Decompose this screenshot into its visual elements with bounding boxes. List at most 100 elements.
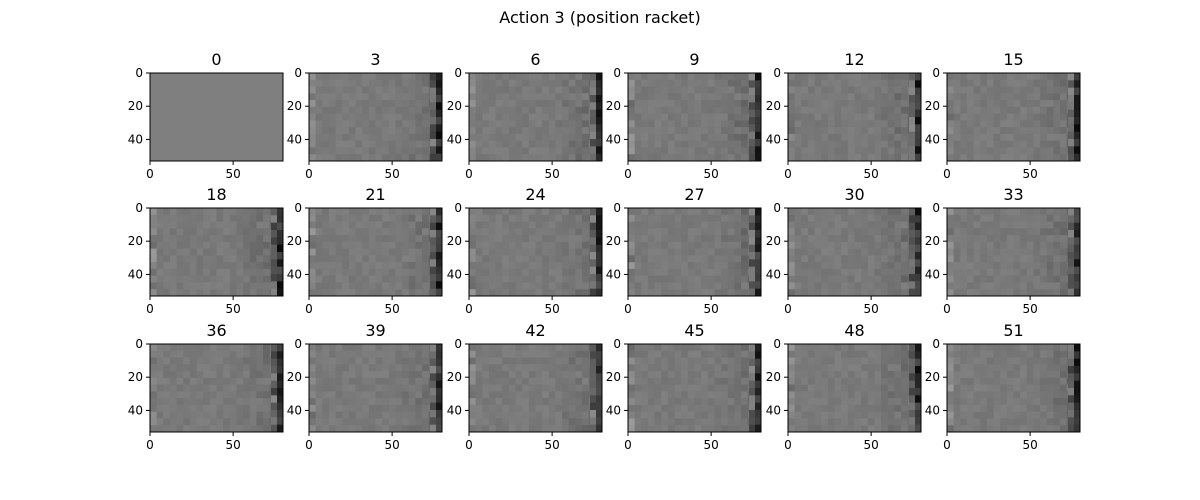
heat-cell [183,377,191,386]
y-tick-label: 0 [294,201,302,215]
heat-cell [887,86,895,94]
heat-cell [150,425,158,433]
heat-cell [263,404,271,413]
heat-cell [707,235,715,243]
y-tick-label: 20 [447,234,462,248]
heat-cell [1000,106,1008,115]
heat-cell [1000,411,1008,419]
heat-cell [249,228,257,236]
heat-cell [667,371,675,379]
x-tick-label: 0 [465,302,473,316]
heat-cell [156,425,164,433]
heat-cell [801,357,809,365]
heat-cell [628,418,636,426]
heat-cell [236,398,244,406]
heat-cell [755,351,761,360]
y-tick-label: 40 [287,267,302,281]
heat-cell [508,418,516,426]
heat-cell [741,228,749,236]
heat-cell [915,87,921,96]
heat-cell [362,418,370,426]
heat-cell [986,262,994,270]
heat-cell [430,244,436,253]
heat-cell [1068,95,1074,103]
heat-cell [189,214,197,222]
heat-cell [960,364,968,372]
heat-cell [223,241,231,250]
heat-cell [236,208,244,216]
heat-cell [402,241,410,250]
heat-cell [801,404,809,413]
heat-cell [256,344,264,352]
heat-cell [495,384,503,392]
heat-cell [915,395,921,404]
heat-cell [355,411,363,419]
heat-cell [993,241,1001,250]
heat-cell [596,117,602,125]
heat-cell [488,268,496,277]
heat-cell [881,371,889,379]
heat-cell [535,120,543,128]
heat-cell [169,289,177,297]
heat-cell [1033,371,1041,379]
heat-cell [1040,79,1048,87]
heat-cell [163,241,171,250]
heat-cell [535,404,543,413]
heat-cell [555,106,563,115]
heat-cell [176,411,184,419]
heat-cell [1053,384,1061,392]
heat-cell [881,418,889,426]
heat-cell [368,344,376,352]
x-tick-label: 0 [146,167,154,181]
heat-cell [555,391,563,399]
heat-cell [734,418,742,426]
heat-cell [894,398,902,406]
heat-cell [555,113,563,121]
heat-cell [408,248,416,256]
heat-cell [947,398,955,406]
heat-cell [542,120,550,128]
heat-cell [841,404,849,413]
heat-cell [348,93,356,101]
heat-cell [502,106,510,115]
heat-cell [641,86,649,94]
heat-cell [1020,133,1028,142]
heat-cell [681,418,689,426]
heat-cell [342,154,350,162]
heat-cell [495,73,503,81]
heat-cell [348,228,356,236]
heat-cell [548,241,556,250]
heat-cell [874,364,882,372]
heat-cell [980,371,988,379]
heat-cell [909,417,915,426]
heat-cell [887,241,895,250]
heat-cell [528,350,536,358]
heat-cell [966,344,974,352]
heat-cell [382,106,390,115]
heat-cell [647,140,655,148]
heat-cell [375,357,383,365]
heat-cell [641,377,649,386]
heat-cell [901,100,909,108]
heat-cell [368,350,376,358]
heat-cell [714,275,722,283]
heat-cell [482,154,490,162]
heat-cell [575,248,583,256]
heat-cell [388,275,396,283]
heat-cell [548,79,556,87]
heat-cell [1020,113,1028,121]
heat-cell [1046,120,1054,128]
heat-cell [555,100,563,108]
heat-cell [315,100,323,108]
heat-cell [661,154,669,162]
heat-cell [909,344,915,352]
heat-cell [707,404,715,413]
heat-cell [788,235,796,243]
heat-cell [348,391,356,399]
heat-cell [687,384,695,392]
heat-cell [874,391,882,399]
heat-cell [714,228,722,236]
heat-cell [734,404,742,413]
heat-cell [562,214,570,222]
heat-cell [402,364,410,372]
